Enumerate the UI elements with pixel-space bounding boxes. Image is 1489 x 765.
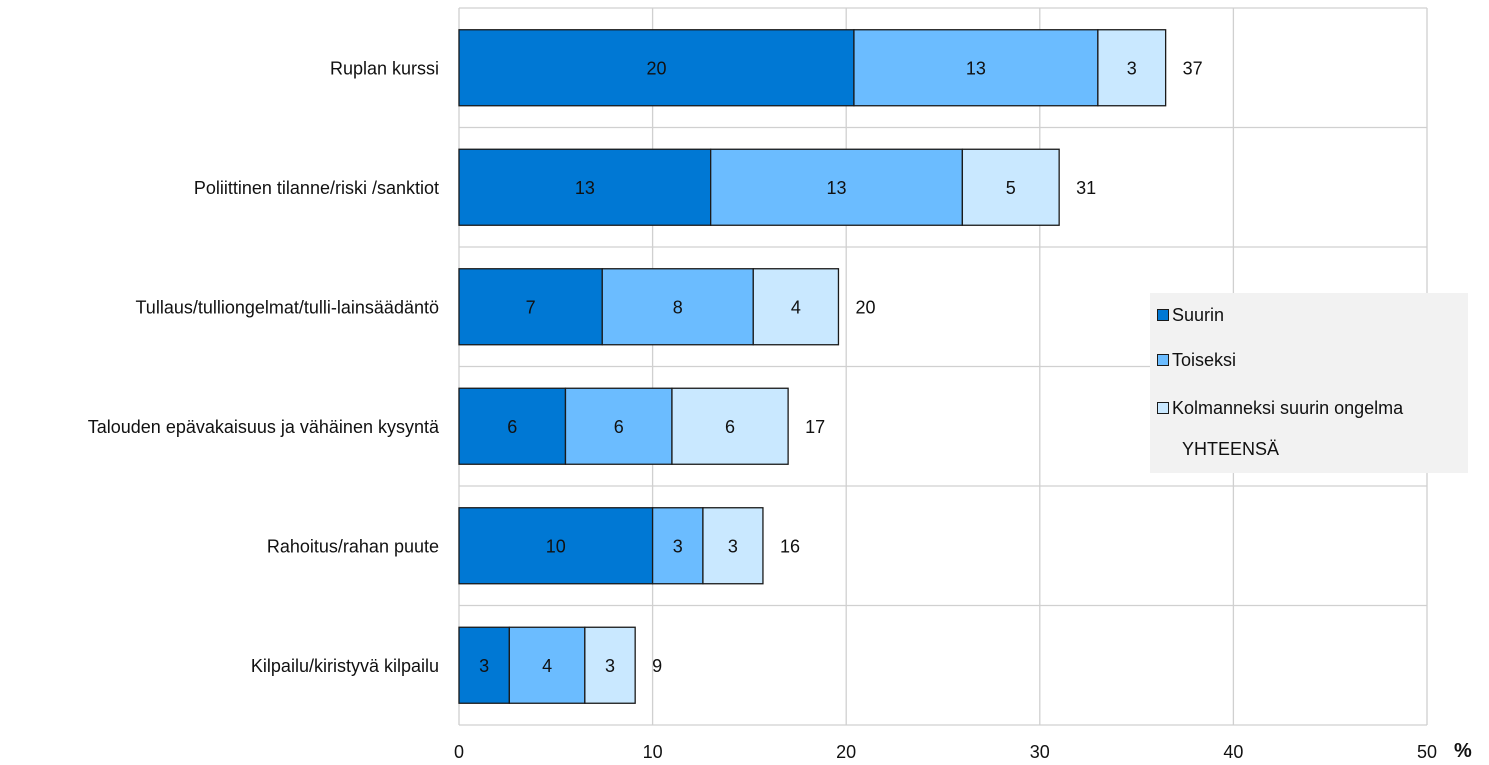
bar-segment [508,626,586,704]
bar-segment [458,387,567,465]
bar-value-label: 20 [646,58,666,78]
legend-item-kolmanneksi: Kolmanneksi suurin ongelma [1157,397,1403,419]
legend-label-suurin: Suurin [1172,304,1225,325]
bar-segment [601,268,754,346]
category-labels: Ruplan kurssi Poliittinen tilanne/riski /… [88,58,440,676]
bars: 20 13 3 37 13 13 5 31 7 8 4 20 6 6 6 17 10 3 3 16 3 4 3 9 [458,29,1203,704]
bar-segment [564,387,673,465]
bar-total-label: 37 [1183,58,1203,78]
category-label: Kilpailu/kiristyvä kilpailu [251,656,439,676]
bar-segment [702,507,764,585]
bar-value-label: 3 [479,656,489,676]
bar-segment [1097,29,1167,107]
bar-segment [458,148,712,226]
legend-label-kolmanneksi: Kolmanneksi suurin ongelma [1172,397,1404,418]
x-tick-label: 30 [1030,742,1050,762]
bar-value-label: 6 [725,417,735,437]
x-tick-label: 20 [836,742,856,762]
bar-value-label: 13 [827,178,847,198]
bar-segment [458,507,654,585]
legend-item-suurin: Suurin [1157,304,1224,326]
x-tick-label: 40 [1223,742,1243,762]
bar-value-label: 6 [507,417,517,437]
x-tick-label: 10 [643,742,663,762]
category-label: Tullaus/tulliongelmat/tulli-lainsäädäntö [135,297,439,317]
bar-segment [752,268,840,346]
category-label: Ruplan kurssi [330,58,439,78]
bar-value-label: 6 [614,417,624,437]
bar-value-label: 8 [673,297,683,317]
bar-total-label: 20 [855,297,875,317]
category-label: Rahoitus/rahan puute [267,536,439,556]
bar-segment [710,148,964,226]
bar-value-label: 13 [575,178,595,198]
bar-segment [853,29,1099,107]
bar-value-label: 3 [605,656,615,676]
bar-value-label: 7 [526,297,536,317]
bar-total-label: 17 [805,417,825,437]
bar-segment [671,387,789,465]
bar-value-label: 5 [1006,178,1016,198]
bar-total-label: 16 [780,536,800,556]
x-axis-unit: % [1454,740,1472,762]
x-tick-label: 50 [1417,742,1437,762]
bar-value-label: 3 [673,536,683,556]
legend: Suurin Toiseksi Kolmanneksi suurin ongel… [1150,293,1468,473]
legend-item-yhteensa: YHTEENSÄ [1182,439,1280,459]
legend-swatch-kolmanneksi [1157,402,1169,414]
bar-segment [961,148,1060,226]
bar-segment [651,507,704,585]
bar-segment [458,29,855,107]
x-tick-label: 0 [454,742,464,762]
bar-segment [458,626,510,704]
bar-value-label: 4 [542,656,552,676]
legend-swatch-suurin [1157,309,1169,321]
legend-item-toiseksi: Toiseksi [1157,349,1236,371]
legend-label-toiseksi: Toiseksi [1172,349,1237,370]
bar-segment [458,268,603,346]
bar-value-label: 10 [546,536,566,556]
category-label: Talouden epävakaisuus ja vähäinen kysynt… [88,417,440,437]
bar-value-label: 3 [1127,58,1137,78]
legend-swatch-toiseksi [1157,354,1169,366]
bar-value-label: 4 [791,297,801,317]
bar-segment [584,626,636,704]
category-label: Poliittinen tilanne/riski /sanktiot [194,178,439,198]
bar-total-label: 9 [652,656,662,676]
bar-value-label: 13 [966,58,986,78]
bar-value-label: 3 [728,536,738,556]
bar-total-label: 31 [1076,178,1096,198]
x-axis-ticks: 0 10 20 30 40 50 [454,742,1437,762]
